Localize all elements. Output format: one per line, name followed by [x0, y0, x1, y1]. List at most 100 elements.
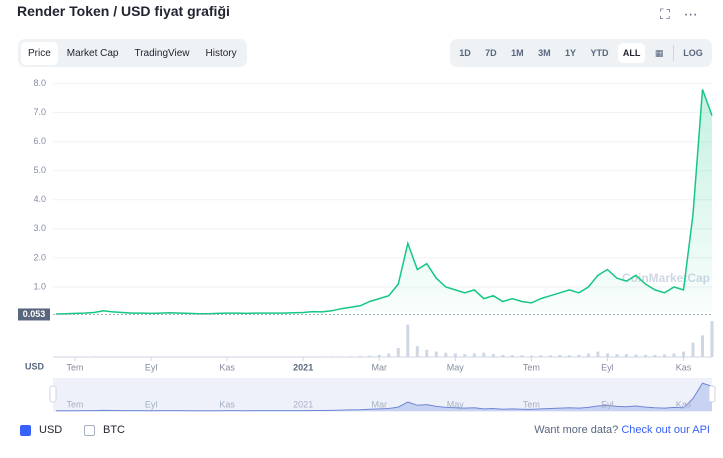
chart-title: Render Token / USD fiyat grafiği — [17, 3, 230, 19]
footer: Want more data? Check out our API USD BTC — [0, 420, 723, 440]
x-tick-label: Kas — [676, 362, 692, 372]
option-label: USD — [39, 424, 63, 436]
api-link[interactable]: Check out our API — [621, 424, 710, 436]
navigator-label: Eyl — [145, 399, 158, 409]
chart: 1.02.03.04.05.06.07.08.0CoinMarketCapUSD… — [18, 78, 716, 412]
x-tick-label: Mar — [371, 362, 387, 372]
volume-bar — [548, 355, 552, 357]
volume-bar — [653, 354, 657, 357]
volume-bar — [634, 354, 638, 357]
range-button[interactable]: 1Y — [565, 48, 577, 58]
range-bar: 1D 7D 1M 3M 1Y YTD ALL ▦ LOG — [450, 39, 712, 67]
volume-bar — [539, 355, 543, 357]
volume-bar — [529, 355, 533, 357]
volume-bar — [368, 355, 372, 357]
checkbox[interactable] — [20, 424, 31, 436]
volume-bar — [396, 348, 400, 357]
y-tick-label: 1.0 — [33, 281, 46, 291]
range-button[interactable]: ALL — [617, 43, 646, 63]
tab[interactable]: Market Cap — [66, 47, 119, 59]
range-button[interactable]: 1M — [511, 48, 524, 58]
y-tick-label: 8.0 — [33, 78, 46, 88]
range-button[interactable]: 3M — [538, 48, 551, 58]
currency-option[interactable]: BTC — [84, 424, 125, 436]
volume-bar — [643, 354, 647, 357]
currency-option[interactable]: USD — [20, 424, 62, 436]
volume-bar — [415, 346, 419, 357]
volume-bar — [501, 354, 505, 357]
volume-bar — [710, 321, 714, 357]
tab[interactable]: TradingView — [134, 47, 190, 59]
navigator-area — [56, 383, 712, 411]
calendar-button[interactable]: ▦ — [654, 47, 664, 58]
navigator-label: Mar — [371, 399, 387, 409]
y-tick-label: 5.0 — [33, 165, 46, 175]
separator — [672, 45, 674, 61]
checkbox[interactable] — [84, 424, 95, 436]
volume-bar — [605, 353, 609, 357]
volume-bar — [615, 354, 619, 357]
volume-bar — [406, 324, 410, 357]
volume-bar — [377, 354, 381, 357]
navigator-label: Tem — [67, 399, 84, 409]
volume-bar — [662, 354, 666, 357]
start-price-badge — [18, 308, 50, 321]
y-tick-label: 4.0 — [33, 194, 46, 204]
volume-bar — [624, 354, 628, 357]
navigator-label: Eyl — [601, 399, 614, 409]
y-tick-label: 3.0 — [33, 223, 46, 233]
x-tick-label: Tem — [523, 362, 540, 372]
navigator-label: Kas — [676, 399, 692, 409]
navigator-line — [55, 382, 713, 412]
x-tick-label: Kas — [219, 362, 235, 372]
navigator-label: 2021 — [293, 399, 313, 409]
price-line — [55, 89, 713, 315]
volume-bar — [586, 353, 590, 357]
x-tick-label: Eyl — [601, 362, 614, 372]
toolbar-icons[interactable]: ⛶⋯ — [660, 6, 712, 22]
navigator-handle[interactable] — [708, 385, 716, 403]
volume-bar — [558, 354, 562, 357]
x-tick-label: 2021 — [293, 362, 313, 372]
navigator-label: May — [447, 399, 465, 409]
volume-bar — [567, 355, 571, 357]
volume-bar — [510, 355, 514, 357]
x-tick-label: Eyl — [145, 362, 158, 372]
y-tick-label: 7.0 — [33, 107, 46, 117]
option-label: BTC — [103, 424, 125, 436]
navigator-handle[interactable] — [49, 385, 57, 403]
volume-bar — [691, 342, 695, 357]
prompt-text: Want more data? — [534, 424, 619, 436]
volume-bar — [577, 354, 581, 357]
navigator-label: Kas — [219, 399, 235, 409]
y-tick-label: 6.0 — [33, 136, 46, 146]
volume-bar — [358, 355, 362, 357]
volume-bar — [387, 353, 391, 357]
range-button[interactable]: 1D — [459, 48, 471, 58]
volume-bar — [482, 352, 486, 357]
area — [56, 89, 712, 317]
x-tick-label: May — [447, 362, 465, 372]
range-button[interactable]: YTD — [590, 48, 609, 58]
navigator-label: Tem — [523, 399, 540, 409]
volume-bar — [681, 351, 685, 357]
volume-bar — [425, 349, 429, 357]
volume-bar — [596, 351, 600, 357]
volume-bar — [672, 353, 676, 357]
range-button[interactable]: 7D — [485, 48, 497, 58]
log-button[interactable]: LOG — [683, 48, 703, 58]
volume-bar — [491, 354, 495, 357]
volume-bar — [472, 353, 476, 357]
x-tick-label: Tem — [67, 362, 84, 372]
currency-label: USD — [25, 361, 45, 371]
y-tick-label: 2.0 — [33, 252, 46, 262]
tab-bar: Price Market Cap TradingView History — [18, 39, 247, 67]
volume-bar — [434, 351, 438, 357]
tab[interactable]: History — [205, 47, 237, 59]
start-price-label: 0.053 — [23, 309, 46, 319]
volume-bar — [520, 355, 524, 357]
api-prompt: Want more data? Check out our API — [534, 424, 710, 436]
tab[interactable]: Price — [21, 41, 58, 65]
volume-bar — [463, 354, 467, 357]
